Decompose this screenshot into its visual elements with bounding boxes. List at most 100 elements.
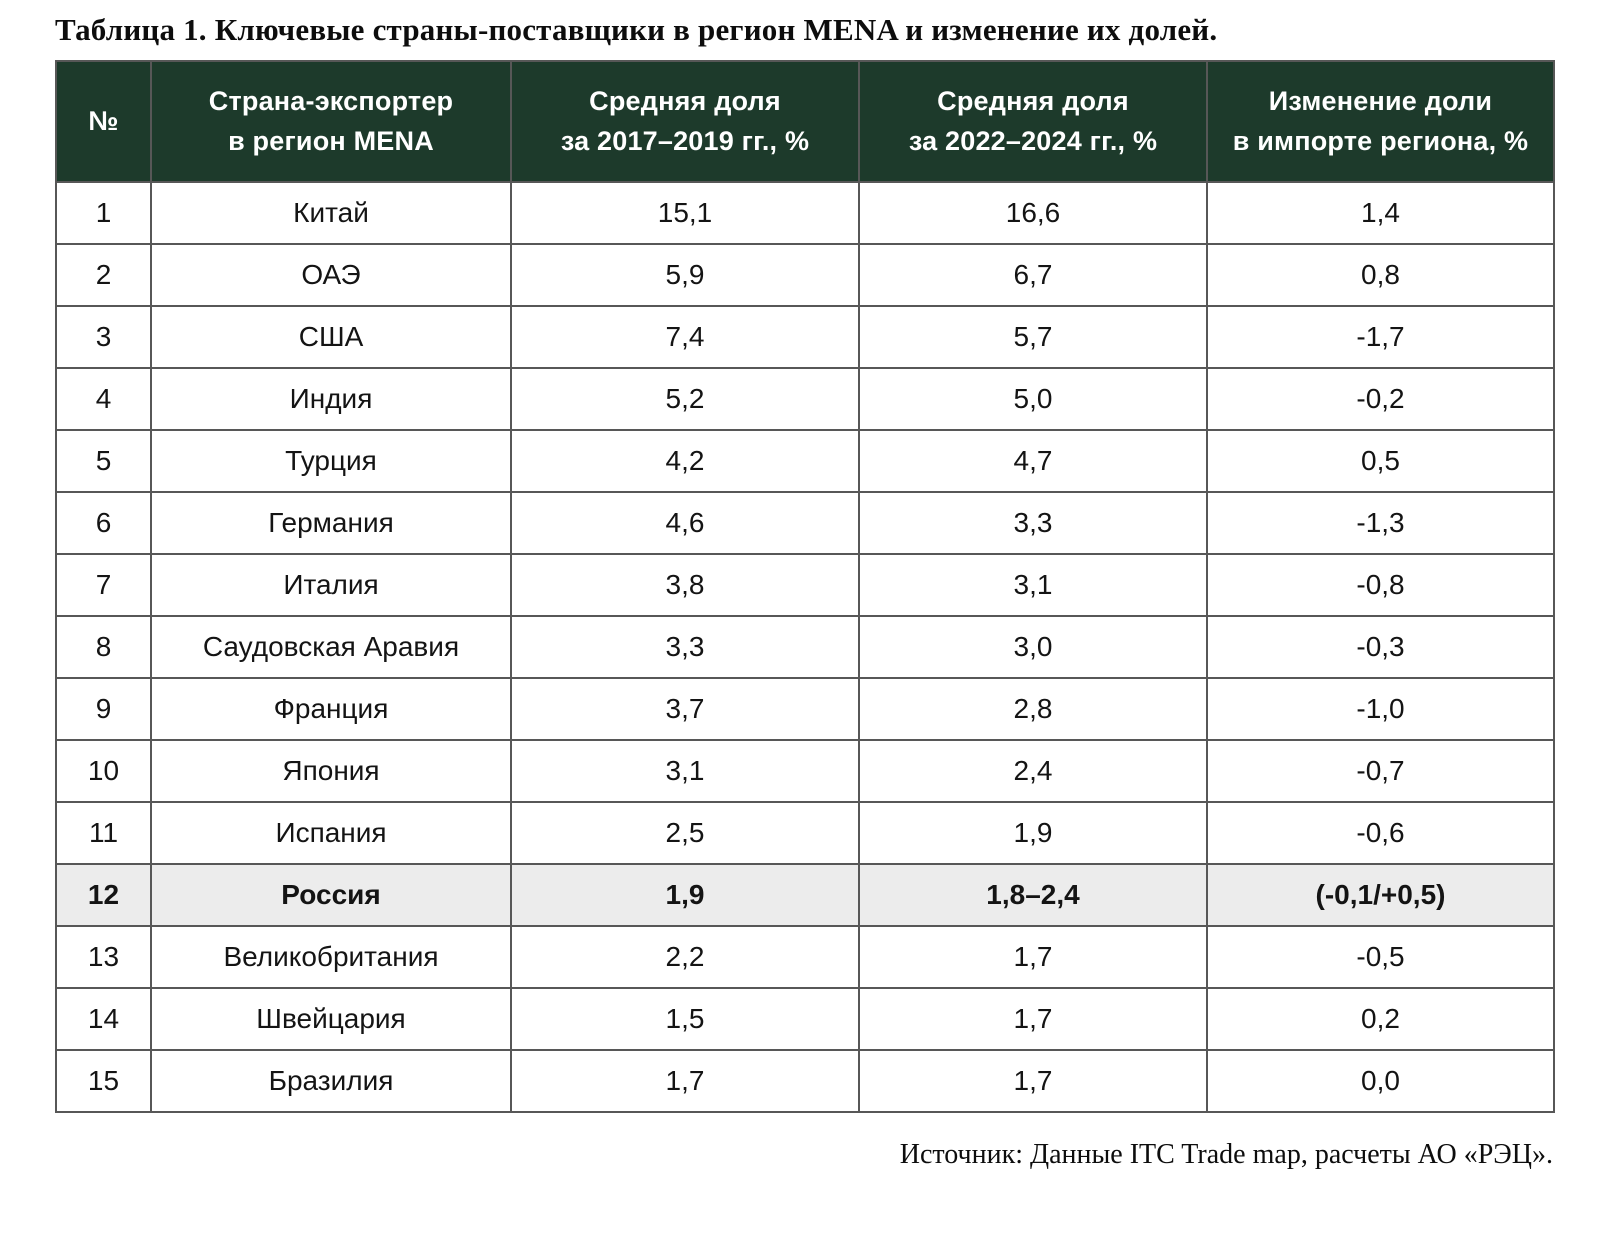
cell-share-2017-2019: 5,9	[510, 243, 860, 307]
cell-num: 2	[55, 243, 152, 307]
header-cell-num: №	[55, 60, 152, 183]
cell-change: 0,0	[1206, 1049, 1555, 1113]
header-cell-change: Изменение доли в импорте региона, %	[1206, 60, 1555, 183]
cell-change: -1,3	[1206, 491, 1555, 555]
page-title: Таблица 1. Ключевые страны-поставщики в …	[55, 12, 1218, 47]
table-row: 4 Индия 5,2 5,0 -0,2	[55, 367, 1555, 431]
cell-change: -0,3	[1206, 615, 1555, 679]
cell-country: Франция	[150, 677, 512, 741]
cell-change: 0,5	[1206, 429, 1555, 493]
cell-country: США	[150, 305, 512, 369]
table-row: 6 Германия 4,6 3,3 -1,3	[55, 491, 1555, 555]
cell-share-2017-2019: 1,5	[510, 987, 860, 1051]
cell-num: 4	[55, 367, 152, 431]
cell-share-2022-2024: 1,7	[858, 1049, 1208, 1113]
cell-share-2022-2024: 5,7	[858, 305, 1208, 369]
data-table: № Страна-экспортер в регион MENA Средняя…	[55, 60, 1555, 1113]
header-cell-country: Страна-экспортер в регион MENA	[150, 60, 512, 183]
table-row: 11 Испания 2,5 1,9 -0,6	[55, 801, 1555, 865]
table-row: 1 Китай 15,1 16,6 1,4	[55, 181, 1555, 245]
table-row: 9 Франция 3,7 2,8 -1,0	[55, 677, 1555, 741]
cell-num: 11	[55, 801, 152, 865]
cell-share-2017-2019: 15,1	[510, 181, 860, 245]
table-row: 14 Швейцария 1,5 1,7 0,2	[55, 987, 1555, 1051]
cell-num: 12	[55, 863, 152, 927]
cell-change: -0,2	[1206, 367, 1555, 431]
cell-share-2017-2019: 4,6	[510, 491, 860, 555]
cell-share-2017-2019: 3,7	[510, 677, 860, 741]
cell-change: (-0,1/+0,5)	[1206, 863, 1555, 927]
cell-country: Китай	[150, 181, 512, 245]
cell-change: -1,0	[1206, 677, 1555, 741]
table-row: 2 ОАЭ 5,9 6,7 0,8	[55, 243, 1555, 307]
cell-share-2022-2024: 2,8	[858, 677, 1208, 741]
table-row: 5 Турция 4,2 4,7 0,5	[55, 429, 1555, 493]
cell-share-2022-2024: 6,7	[858, 243, 1208, 307]
cell-num: 14	[55, 987, 152, 1051]
page: Таблица 1. Ключевые страны-поставщики в …	[55, 12, 1555, 1170]
cell-num: 3	[55, 305, 152, 369]
table-row: 13 Великобритания 2,2 1,7 -0,5	[55, 925, 1555, 989]
cell-country: Саудовская Аравия	[150, 615, 512, 679]
cell-share-2017-2019: 4,2	[510, 429, 860, 493]
table-row: 12 Россия 1,9 1,8–2,4 (-0,1/+0,5)	[55, 863, 1555, 927]
table-row: 3 США 7,4 5,7 -1,7	[55, 305, 1555, 369]
header-cell-share-2022-2024: Средняя доля за 2022–2024 гг., %	[858, 60, 1208, 183]
cell-country: Индия	[150, 367, 512, 431]
cell-num: 7	[55, 553, 152, 617]
cell-share-2017-2019: 2,2	[510, 925, 860, 989]
table-header-row: № Страна-экспортер в регион MENA Средняя…	[55, 60, 1555, 183]
cell-country: Испания	[150, 801, 512, 865]
cell-change: -0,8	[1206, 553, 1555, 617]
cell-change: -0,6	[1206, 801, 1555, 865]
cell-share-2022-2024: 3,0	[858, 615, 1208, 679]
cell-change: -0,7	[1206, 739, 1555, 803]
cell-num: 1	[55, 181, 152, 245]
cell-num: 8	[55, 615, 152, 679]
cell-num: 13	[55, 925, 152, 989]
cell-change: 1,4	[1206, 181, 1555, 245]
table-row: 7 Италия 3,8 3,1 -0,8	[55, 553, 1555, 617]
cell-num: 6	[55, 491, 152, 555]
table-row: 8 Саудовская Аравия 3,3 3,0 -0,3	[55, 615, 1555, 679]
cell-country: Бразилия	[150, 1049, 512, 1113]
cell-change: 0,8	[1206, 243, 1555, 307]
cell-share-2017-2019: 3,1	[510, 739, 860, 803]
cell-country: Швейцария	[150, 987, 512, 1051]
cell-share-2022-2024: 5,0	[858, 367, 1208, 431]
cell-share-2017-2019: 2,5	[510, 801, 860, 865]
table-row: 10 Япония 3,1 2,4 -0,7	[55, 739, 1555, 803]
cell-share-2017-2019: 1,7	[510, 1049, 860, 1113]
cell-share-2022-2024: 16,6	[858, 181, 1208, 245]
header-cell-share-2017-2019: Средняя доля за 2017–2019 гг., %	[510, 60, 860, 183]
cell-num: 9	[55, 677, 152, 741]
cell-share-2017-2019: 3,8	[510, 553, 860, 617]
cell-country: Япония	[150, 739, 512, 803]
cell-share-2022-2024: 2,4	[858, 739, 1208, 803]
cell-share-2017-2019: 1,9	[510, 863, 860, 927]
table-header: № Страна-экспортер в регион MENA Средняя…	[55, 60, 1555, 183]
cell-change: -1,7	[1206, 305, 1555, 369]
cell-country: Италия	[150, 553, 512, 617]
cell-share-2022-2024: 1,7	[858, 987, 1208, 1051]
cell-share-2022-2024: 1,8–2,4	[858, 863, 1208, 927]
cell-country: Германия	[150, 491, 512, 555]
cell-share-2017-2019: 5,2	[510, 367, 860, 431]
cell-country: ОАЭ	[150, 243, 512, 307]
cell-share-2022-2024: 3,1	[858, 553, 1208, 617]
cell-num: 10	[55, 739, 152, 803]
table-body: 1 Китай 15,1 16,6 1,4 2 ОАЭ 5,9 6,7 0,8 …	[55, 181, 1555, 1113]
source-note: Источник: Данные ITC Trade map, расчеты …	[899, 1139, 1553, 1170]
cell-share-2022-2024: 4,7	[858, 429, 1208, 493]
cell-share-2022-2024: 3,3	[858, 491, 1208, 555]
cell-country: Турция	[150, 429, 512, 493]
cell-change: -0,5	[1206, 925, 1555, 989]
cell-share-2022-2024: 1,7	[858, 925, 1208, 989]
cell-num: 15	[55, 1049, 152, 1113]
cell-share-2022-2024: 1,9	[858, 801, 1208, 865]
cell-share-2017-2019: 3,3	[510, 615, 860, 679]
cell-country: Россия	[150, 863, 512, 927]
cell-country: Великобритания	[150, 925, 512, 989]
cell-num: 5	[55, 429, 152, 493]
cell-change: 0,2	[1206, 987, 1555, 1051]
